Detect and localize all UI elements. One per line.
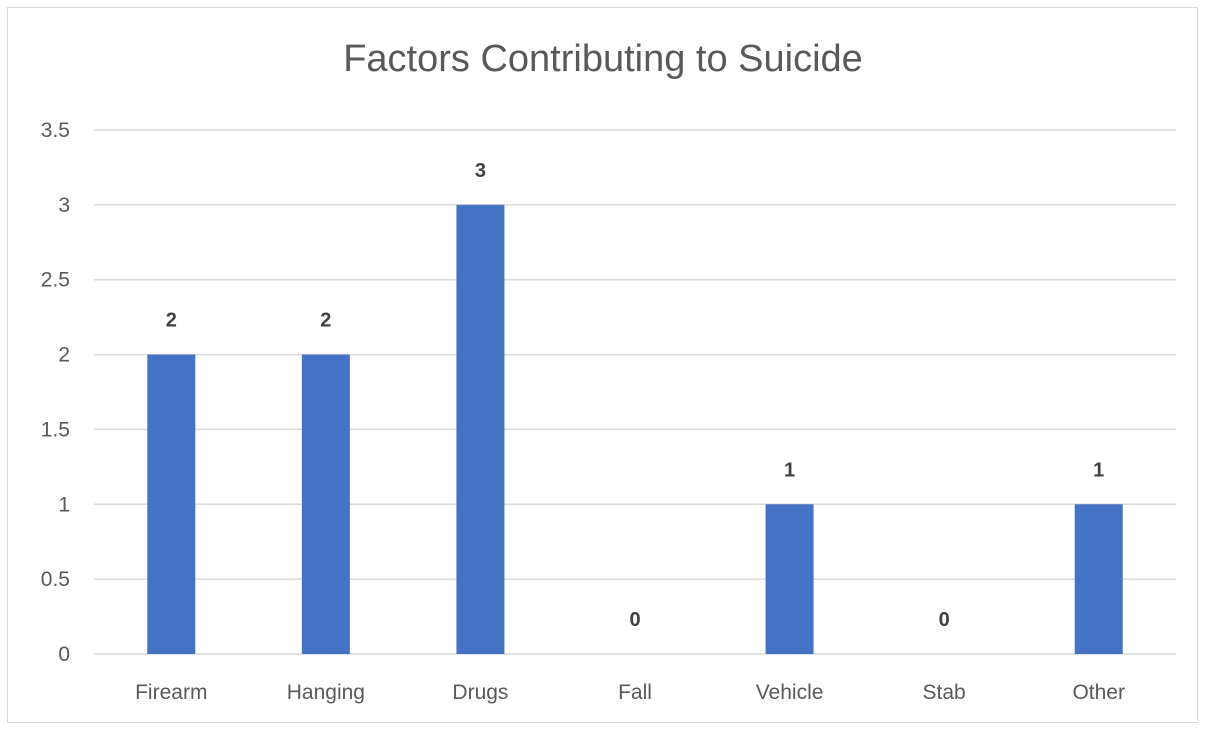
x-tick-label-other: Other bbox=[1072, 681, 1125, 704]
bar-drugs bbox=[456, 204, 505, 654]
chart-frame bbox=[7, 7, 1198, 723]
gridlines bbox=[94, 129, 1176, 655]
y-tick-label: 2.5 bbox=[41, 269, 70, 292]
x-axis-tick-labels: Firearm Hanging Drugs Fall Vehicle Stab Other bbox=[135, 681, 1125, 704]
data-label-firearm: 2 bbox=[166, 310, 177, 332]
data-label-other: 1 bbox=[1093, 459, 1104, 481]
data-labels: 2 2 3 0 1 0 1 bbox=[166, 160, 1105, 631]
data-label-vehicle: 1 bbox=[784, 459, 795, 481]
x-tick-label-fall: Fall bbox=[618, 681, 652, 704]
y-axis-tick-labels: 0 0.5 1 1.5 2 2.5 3 3.5 bbox=[41, 119, 70, 666]
x-tick-label-firearm: Firearm bbox=[135, 681, 207, 704]
x-tick-label-drugs: Drugs bbox=[452, 681, 508, 704]
x-tick-label-vehicle: Vehicle bbox=[756, 681, 824, 704]
bars bbox=[147, 204, 1123, 654]
y-tick-label: 1.5 bbox=[41, 418, 70, 441]
bar-vehicle bbox=[765, 504, 814, 654]
x-tick-label-stab: Stab bbox=[923, 681, 966, 704]
y-tick-label: 2 bbox=[58, 344, 70, 367]
y-tick-label: 0 bbox=[58, 643, 70, 666]
bar-hanging bbox=[301, 354, 350, 654]
y-tick-label: 1 bbox=[58, 493, 70, 516]
bar-other bbox=[1074, 504, 1123, 654]
data-label-drugs: 3 bbox=[475, 160, 486, 182]
data-label-fall: 0 bbox=[629, 609, 640, 631]
x-tick-label-hanging: Hanging bbox=[287, 681, 365, 704]
y-tick-label: 3 bbox=[58, 194, 70, 217]
chart-title: Factors Contributing to Suicide bbox=[343, 38, 863, 80]
bar-firearm bbox=[147, 354, 196, 654]
y-tick-label: 3.5 bbox=[41, 119, 70, 142]
data-label-hanging: 2 bbox=[320, 310, 331, 332]
y-tick-label: 0.5 bbox=[41, 568, 70, 591]
data-label-stab: 0 bbox=[939, 609, 950, 631]
